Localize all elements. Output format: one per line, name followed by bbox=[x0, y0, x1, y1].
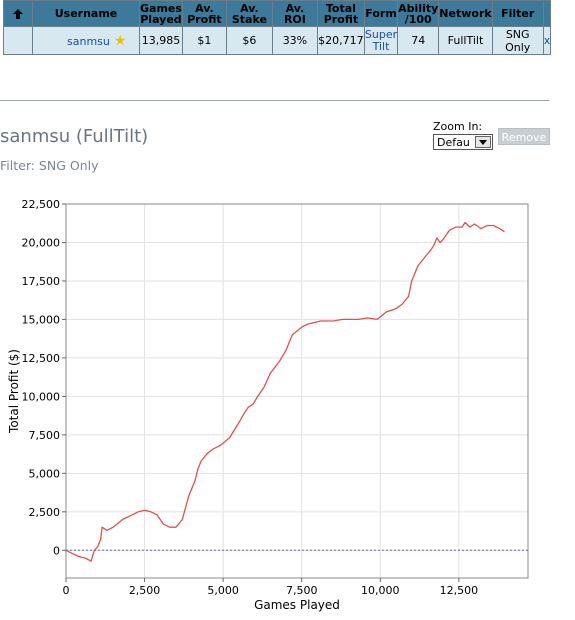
form-link-line2[interactable]: Tilt bbox=[372, 39, 390, 53]
av-stake-value: $6 bbox=[225, 26, 273, 55]
total-profit-value: $20,717 bbox=[316, 26, 365, 55]
y-tick-label: 22,500 bbox=[22, 198, 61, 211]
header-total-line1: Total bbox=[325, 1, 356, 15]
y-tick-label: 20,000 bbox=[22, 236, 61, 249]
av-profit-value: $1 bbox=[181, 26, 227, 55]
header-filter[interactable]: Filter bbox=[491, 0, 544, 27]
x-tick-label: 2,500 bbox=[129, 584, 161, 597]
row-spacer bbox=[3, 26, 33, 55]
header-total-profit[interactable]: Total Profit bbox=[316, 0, 365, 27]
y-tick-label: 7,500 bbox=[29, 429, 61, 442]
player-stats-table: Username Games Played Av. Profit Av. Stake … bbox=[3, 0, 552, 55]
header-av-stake[interactable]: Av. Stake bbox=[225, 0, 273, 27]
y-tick-label: 12,500 bbox=[22, 352, 61, 365]
ability-value: 74 bbox=[397, 26, 440, 55]
profit-chart: 0 2,500 5,000 7,500 10,000 12,500 0 2,500 5,000… bbox=[7, 198, 529, 612]
header-av-profit[interactable]: Av. Profit bbox=[181, 0, 227, 27]
chart-series bbox=[65, 221, 505, 562]
remove-button[interactable]: Remove bbox=[498, 128, 550, 145]
header-avprofit-line1: Av. bbox=[195, 1, 214, 15]
header-extra bbox=[542, 0, 552, 27]
zoom-select-value: Defau bbox=[437, 136, 470, 149]
x-tick-label: 5,000 bbox=[207, 584, 239, 597]
header-avstake-line2: Stake bbox=[231, 12, 267, 26]
header-network[interactable]: Network bbox=[438, 0, 493, 27]
form-link-line1[interactable]: Super bbox=[364, 27, 398, 41]
x-tick-label: 10,000 bbox=[361, 584, 400, 597]
x-tick-label: 7,500 bbox=[286, 584, 318, 597]
filter-label: Filter: SNG Only bbox=[0, 158, 99, 173]
y-tick-label: 17,500 bbox=[22, 275, 61, 288]
x-tick-label: 12,500 bbox=[440, 584, 479, 597]
header-ability-line1: Ability bbox=[398, 1, 439, 15]
y-tick-label: 10,000 bbox=[22, 390, 61, 403]
chart-grid bbox=[66, 203, 528, 578]
y-tick-label: 5,000 bbox=[29, 467, 61, 480]
y-axis-label: Total Profit ($) bbox=[7, 349, 21, 434]
zoom-label: Zoom In: bbox=[433, 120, 483, 133]
header-ability-line2: /100 bbox=[404, 12, 432, 26]
header-username[interactable]: Username bbox=[32, 0, 140, 27]
header-av-roi[interactable]: Av. ROI bbox=[271, 0, 318, 27]
header-form[interactable]: Form bbox=[363, 0, 399, 27]
header-total-line2: Profit bbox=[323, 12, 359, 26]
username-cell: sanmsu ★ bbox=[32, 26, 140, 55]
y-tick-label: 0 bbox=[53, 544, 60, 557]
y-axis-ticks: 0 2,500 5,000 7,500 10,000 12,500 15,000 17,500… bbox=[22, 198, 66, 557]
header-avprofit-line2: Profit bbox=[187, 12, 222, 26]
username-link[interactable]: sanmsu bbox=[67, 34, 110, 48]
table-header-row: Username Games Played Av. Profit Av. Stake … bbox=[3, 0, 552, 27]
header-games-played[interactable]: Games Played bbox=[139, 0, 183, 27]
profit-series-line bbox=[65, 221, 505, 562]
row-extra[interactable]: x bbox=[542, 26, 552, 55]
games-played-value: 13,985 bbox=[139, 26, 183, 55]
network-value: FullTilt bbox=[438, 26, 493, 55]
zoom-select[interactable]: Defau bbox=[433, 134, 493, 150]
page-title: sanmsu (FullTilt) bbox=[0, 126, 149, 147]
up-arrow-icon bbox=[13, 8, 23, 19]
y-tick-label: 2,500 bbox=[29, 506, 61, 519]
chevron-down-icon[interactable] bbox=[475, 136, 491, 148]
av-roi-value: 33% bbox=[271, 26, 318, 55]
star-icon[interactable]: ★ bbox=[113, 32, 127, 49]
plot-frame bbox=[65, 203, 529, 579]
table-row: sanmsu ★ 13,985 $1 $6 33% $20,717 Super Ti… bbox=[3, 26, 552, 55]
sort-toggle[interactable] bbox=[3, 0, 33, 27]
x-axis-ticks: 0 2,500 5,000 7,500 10,000 12,500 bbox=[63, 578, 479, 597]
y-tick-label: 15,000 bbox=[22, 313, 61, 326]
header-games-line2: Played bbox=[140, 12, 182, 26]
section-divider bbox=[0, 100, 549, 101]
x-tick-label: 0 bbox=[63, 584, 70, 597]
form-value[interactable]: Super Tilt bbox=[363, 26, 399, 55]
header-avstake-line1: Av. bbox=[240, 1, 259, 15]
remove-row-link[interactable]: x bbox=[543, 34, 551, 47]
x-axis-label: Games Played bbox=[254, 598, 340, 612]
header-ability[interactable]: Ability/100 bbox=[397, 0, 440, 27]
header-games-line1: Games bbox=[140, 1, 182, 15]
filter-value: SNG Only bbox=[491, 26, 544, 55]
